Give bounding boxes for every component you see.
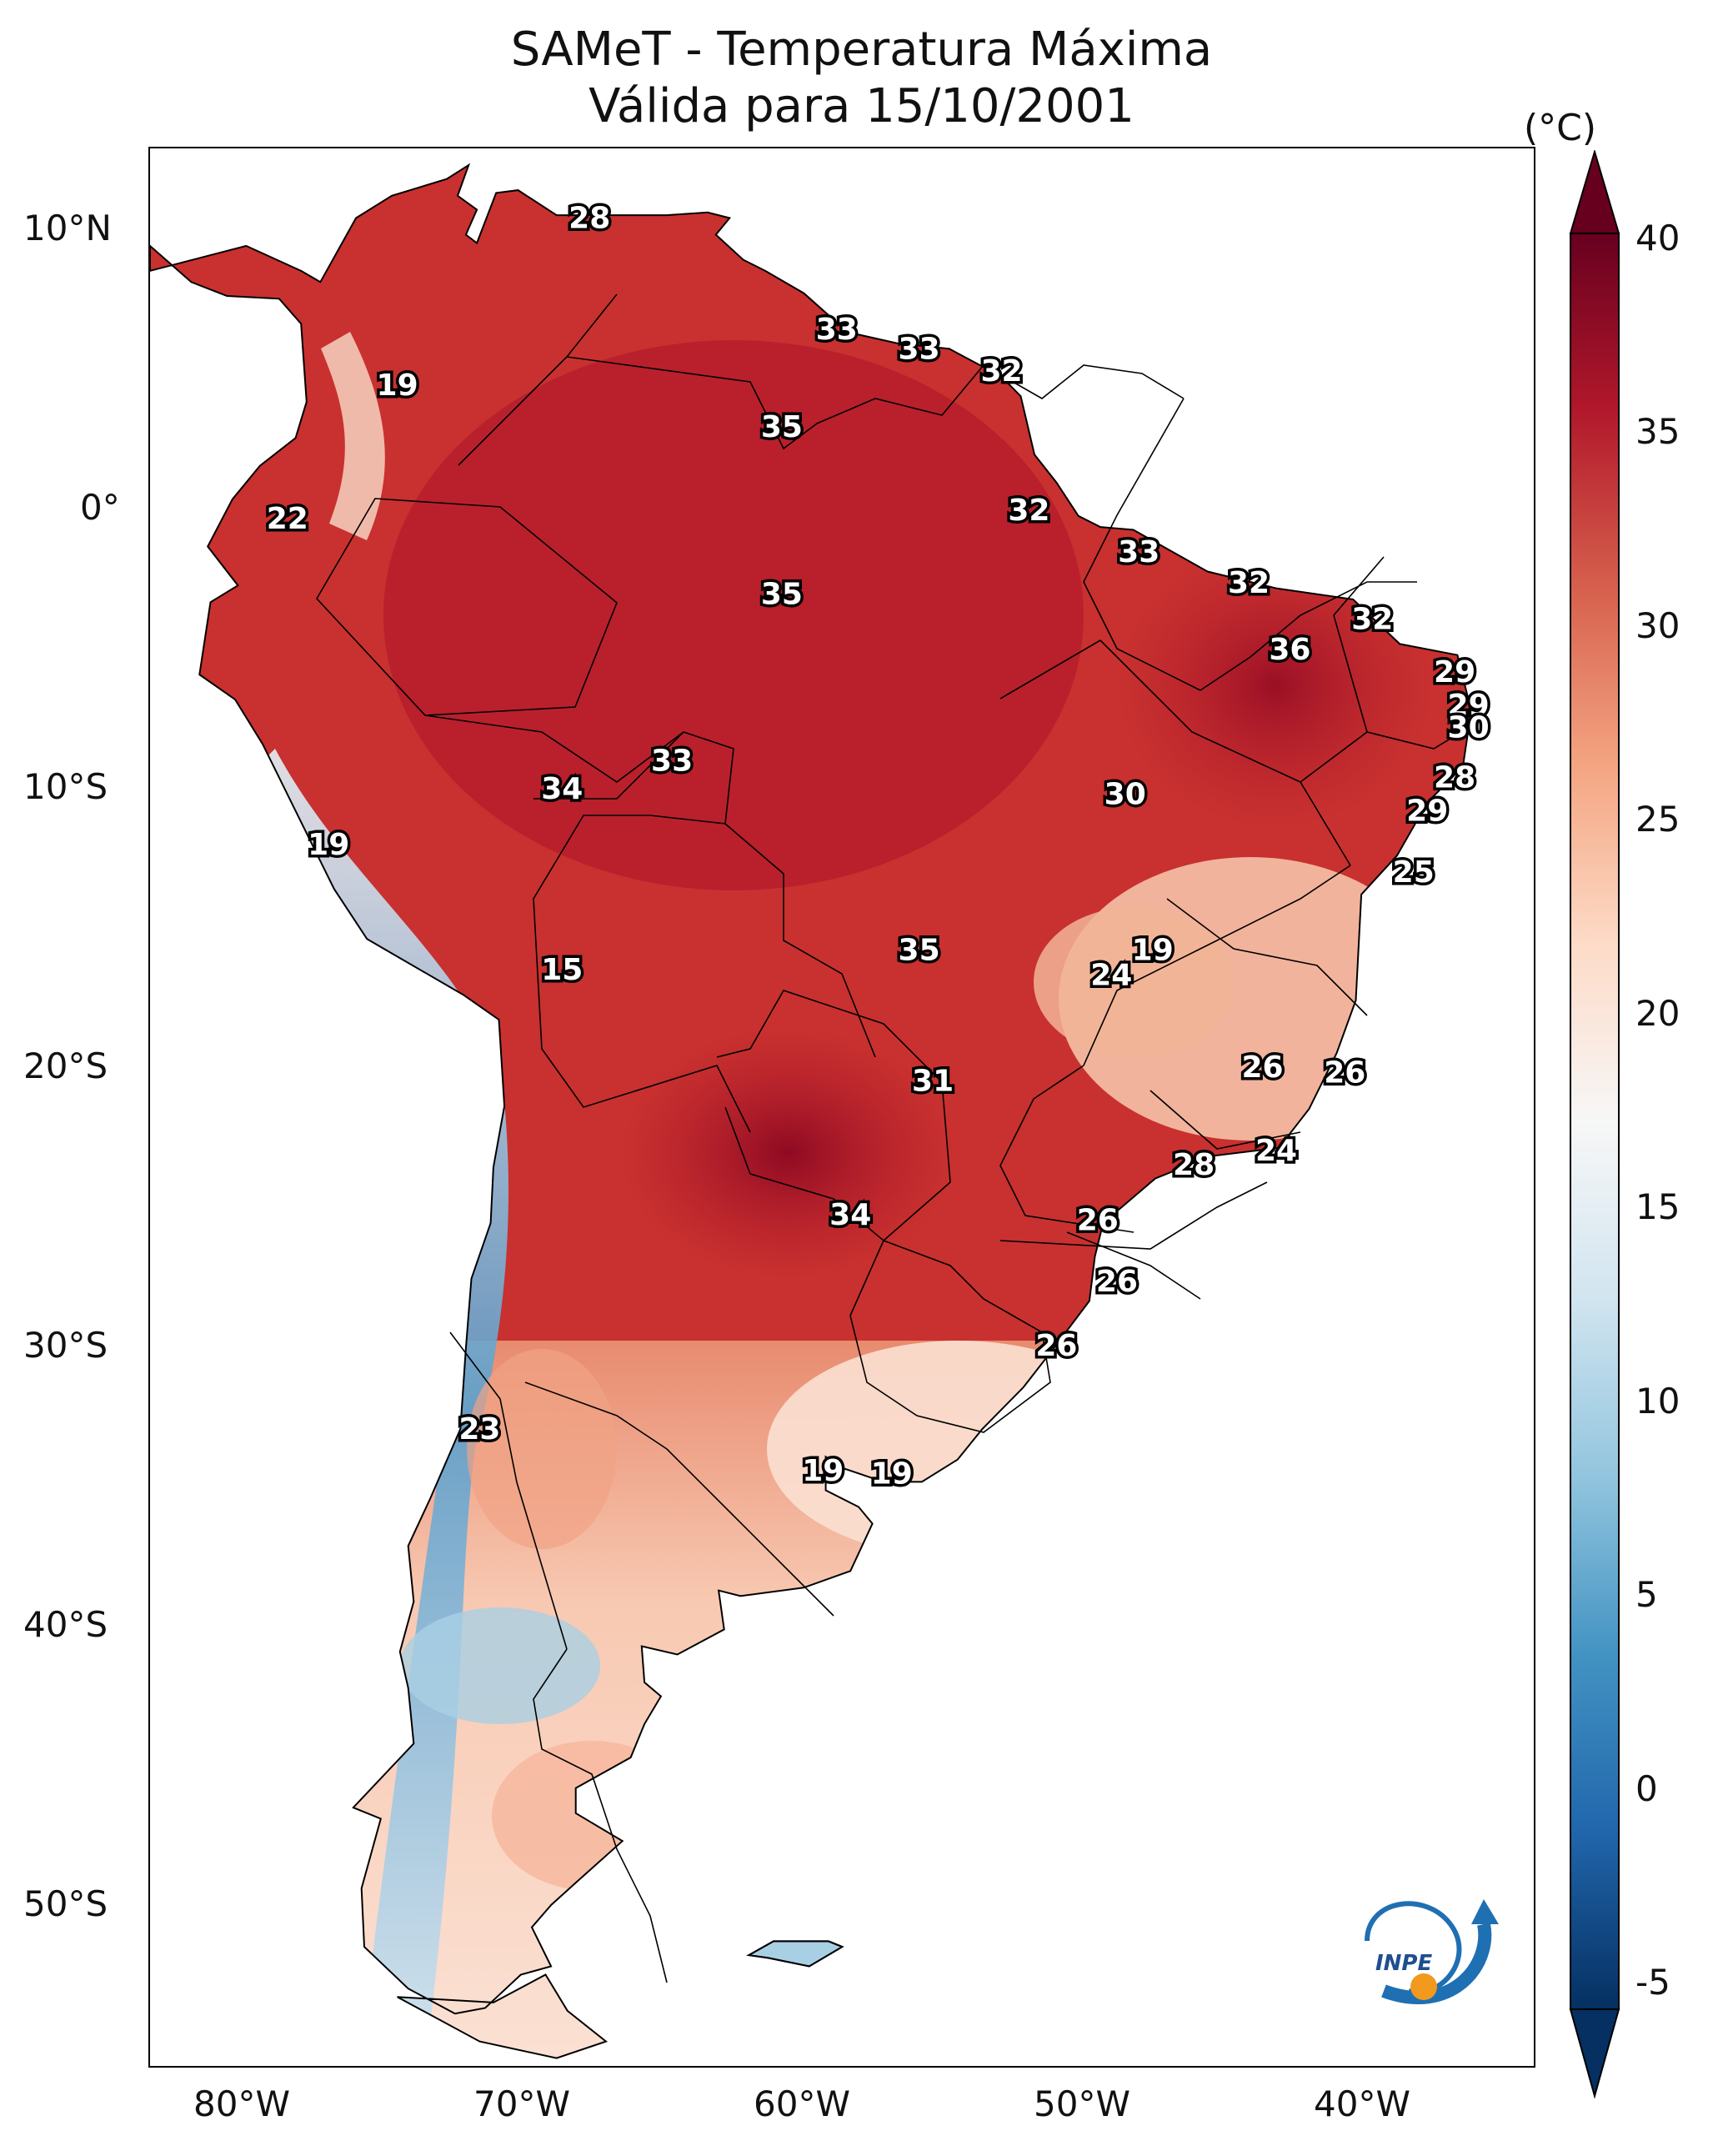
- contour-label: 32: [980, 354, 1022, 389]
- lat-label-10n: 10°N: [23, 208, 112, 248]
- contour-label: 28: [1173, 1148, 1215, 1182]
- lon-label-80w: 80°W: [193, 2083, 290, 2124]
- contour-label: 29: [1406, 795, 1448, 829]
- contour-label: 26: [1035, 1329, 1077, 1363]
- falkland-islands: [746, 1940, 844, 1968]
- contour-label: 33: [1118, 535, 1160, 569]
- map-title-line1: SAMeT - Temperatura Máxima: [510, 23, 1213, 77]
- lat-label-40s: 40°S: [23, 1604, 108, 1645]
- lat-label-50s: 50°S: [23, 1883, 108, 1924]
- contour-label: 19: [308, 828, 349, 862]
- contour-label: 26: [1241, 1050, 1283, 1085]
- contour-label: 34: [829, 1198, 871, 1232]
- contour-label: 26: [1324, 1056, 1365, 1091]
- contour-label: 28: [568, 202, 610, 236]
- contour-label: 26: [1096, 1265, 1138, 1299]
- lon-label-40w: 40°W: [1314, 2083, 1410, 2124]
- contour-label: 23: [458, 1412, 500, 1447]
- colorbar-label-10: 10: [1635, 1381, 1680, 1421]
- colorbar-label-15: 15: [1635, 1186, 1680, 1227]
- colorbar-unit: (°C): [1524, 107, 1597, 149]
- colorbar-label-40: 40: [1635, 218, 1680, 258]
- lat-label-10s: 10°S: [23, 766, 108, 807]
- colorbar: [1569, 150, 1620, 2099]
- contour-label: 22: [267, 502, 308, 536]
- contour-label: 34: [541, 772, 583, 806]
- contour-label: 31: [912, 1065, 954, 1099]
- contour-label: 35: [899, 934, 940, 968]
- inpe-logo-text: INPE: [1375, 1951, 1432, 1976]
- contour-label: 25: [1393, 855, 1435, 890]
- contour-label: 26: [1077, 1204, 1119, 1238]
- colorbar-label-5: 5: [1635, 1574, 1658, 1615]
- contour-label: 24: [1255, 1134, 1297, 1168]
- contour-label: 29: [1448, 689, 1490, 723]
- colorbar-label-0: 0: [1635, 1768, 1658, 1809]
- contour-label: 33: [651, 745, 693, 779]
- lon-label-60w: 60°W: [754, 2083, 850, 2124]
- contour-label: 29: [1434, 655, 1475, 689]
- contour-label: 30: [1104, 778, 1146, 812]
- contour-label: 35: [761, 577, 803, 611]
- contour-label: 19: [871, 1457, 913, 1491]
- contour-label: 19: [377, 369, 418, 403]
- contour-label: 15: [541, 953, 583, 987]
- contour-label: 32: [1228, 566, 1270, 600]
- country-borders: [316, 293, 1476, 1983]
- lon-label-70w: 70°W: [473, 2083, 570, 2124]
- contour-label: 35: [761, 410, 803, 444]
- contour-label: 19: [1132, 934, 1174, 968]
- lat-label-0: 0°: [80, 487, 120, 528]
- map-panel: 28 19 33 33 32 35 22 32 33 32 35 32 36 29 29 30 33 34 30 28…: [148, 147, 1535, 2068]
- lat-label-30s: 30°S: [23, 1325, 108, 1366]
- colorbar-label-20: 20: [1635, 993, 1680, 1034]
- contour-label: 19: [802, 1454, 844, 1488]
- coastline: [150, 163, 1472, 2059]
- contour-label: 28: [1434, 761, 1475, 795]
- contour-label: 24: [1090, 959, 1132, 993]
- lat-label-20s: 20°S: [23, 1045, 108, 1086]
- colorbar-label-25: 25: [1635, 799, 1680, 840]
- colorbar-label-30: 30: [1635, 605, 1680, 646]
- colorbar-label-35: 35: [1635, 411, 1680, 452]
- contour-label: 32: [1351, 602, 1393, 636]
- contour-label: 30: [1448, 711, 1490, 745]
- map-title-line2: Válida para 15/10/2001: [589, 79, 1134, 133]
- lon-label-50w: 50°W: [1034, 2083, 1130, 2124]
- contour-label: 33: [816, 313, 858, 347]
- contour-label: 33: [899, 332, 940, 366]
- contour-label: 36: [1269, 633, 1310, 667]
- contour-label: 32: [1008, 494, 1049, 528]
- colorbar-label-minus5: -5: [1635, 1962, 1670, 2003]
- inpe-logo: INPE: [1365, 1899, 1499, 2004]
